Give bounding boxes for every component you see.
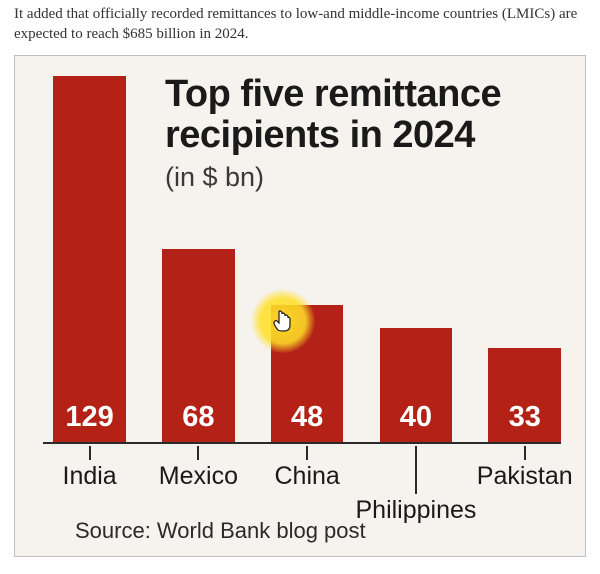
bars-area: 129India68Mexico48China40Philippines33Pa…	[43, 76, 561, 444]
bar-label-mexico: Mexico	[159, 462, 238, 491]
bar-value: 68	[182, 401, 214, 434]
bar-mexico: 68	[162, 249, 235, 442]
bar-pakistan: 33	[488, 348, 561, 442]
axis-tick	[524, 446, 526, 460]
axis-tick-extension	[415, 460, 417, 494]
chart-container: Top five remittance recipients in 2024 (…	[14, 55, 586, 557]
axis-tick	[89, 446, 91, 460]
bar-philippines: 40	[380, 328, 453, 441]
bar-value: 48	[291, 401, 323, 434]
bar-label-india: India	[63, 462, 117, 491]
bar-label-china: China	[275, 462, 340, 491]
x-axis	[43, 442, 561, 444]
bar-china: 48	[271, 305, 344, 441]
axis-tick	[197, 446, 199, 460]
bar-label-philippines: Philippines	[355, 496, 476, 525]
bar-label-pakistan: Pakistan	[477, 462, 573, 491]
axis-tick	[415, 446, 417, 460]
bar-value: 40	[400, 401, 432, 434]
bar-value: 33	[509, 401, 541, 434]
article-caption: It added that officially recorded remitt…	[0, 0, 600, 55]
bar-value: 129	[65, 401, 113, 434]
bar-india: 129	[53, 76, 126, 442]
axis-tick	[306, 446, 308, 460]
chart-source: Source: World Bank blog post	[75, 518, 366, 544]
